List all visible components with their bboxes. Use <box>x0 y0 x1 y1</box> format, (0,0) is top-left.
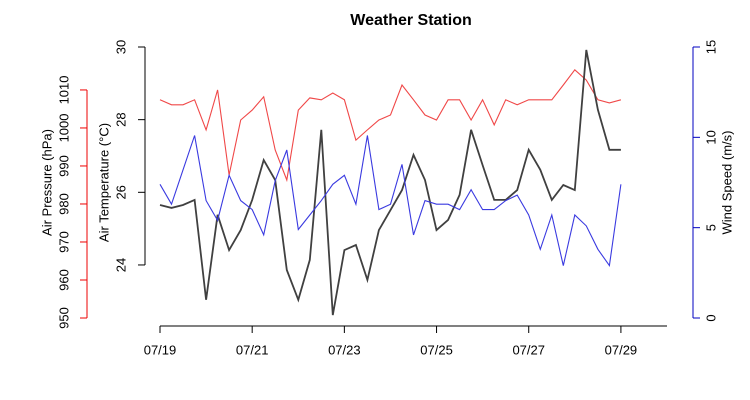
y3-tick-label: 1000 <box>56 113 71 142</box>
y3-tick-label: 960 <box>56 269 71 291</box>
x-tick-label: 07/29 <box>605 342 638 357</box>
y2-tick-label: 15 <box>703 40 718 54</box>
series-line <box>159 135 622 268</box>
y-axis-title: Air Temperature (°C) <box>96 123 111 242</box>
series-line <box>159 49 621 316</box>
y-tick-label: 30 <box>113 40 128 54</box>
chart-title: Weather Station <box>350 12 472 29</box>
y3-tick-label: 990 <box>56 155 71 177</box>
x-tick-label: 07/19 <box>144 342 177 357</box>
y-tick-label: 28 <box>113 112 128 126</box>
y2-axis-title: Wind Speed (m/s) <box>719 130 734 234</box>
y-tick-label: 26 <box>113 185 128 199</box>
y3-tick-label: 950 <box>56 307 71 329</box>
y-tick-label: 24 <box>113 258 128 272</box>
y2-tick-label: 5 <box>703 224 718 231</box>
series-line <box>159 68 622 183</box>
y2-tick-label: 0 <box>703 314 718 321</box>
y3-tick-label: 980 <box>56 193 71 215</box>
x-tick-label: 07/21 <box>236 342 269 357</box>
y2-tick-label: 10 <box>703 130 718 144</box>
y3-axis-title: Air Pressure (hPa) <box>39 129 54 236</box>
x-tick-label: 07/23 <box>328 342 361 357</box>
y3-tick-label: 1010 <box>56 75 71 104</box>
y3-tick-label: 970 <box>56 231 71 253</box>
x-tick-label: 07/25 <box>420 342 453 357</box>
x-tick-label: 07/27 <box>512 342 545 357</box>
